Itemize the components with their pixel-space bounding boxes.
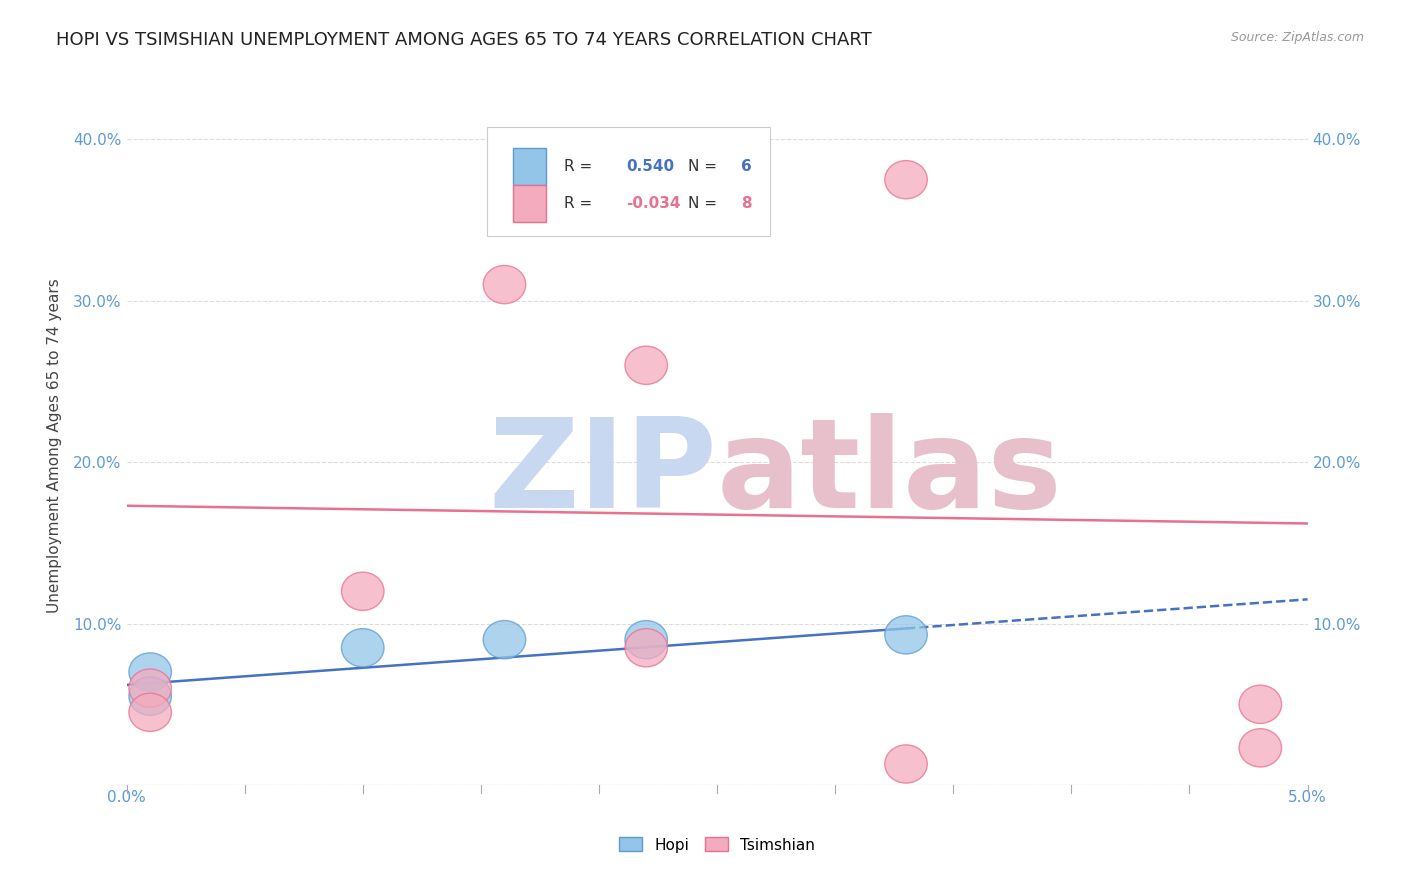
Text: N =: N =	[688, 159, 721, 174]
Text: Source: ZipAtlas.com: Source: ZipAtlas.com	[1230, 31, 1364, 45]
Ellipse shape	[342, 629, 384, 667]
Ellipse shape	[129, 693, 172, 731]
FancyBboxPatch shape	[486, 128, 770, 235]
Ellipse shape	[342, 572, 384, 610]
Ellipse shape	[484, 621, 526, 659]
FancyBboxPatch shape	[513, 185, 546, 222]
Text: R =: R =	[564, 159, 596, 174]
Ellipse shape	[884, 161, 928, 199]
Y-axis label: Unemployment Among Ages 65 to 74 years: Unemployment Among Ages 65 to 74 years	[46, 278, 62, 614]
Text: -0.034: -0.034	[626, 196, 681, 211]
Ellipse shape	[1239, 685, 1282, 723]
Ellipse shape	[484, 266, 526, 303]
Ellipse shape	[624, 621, 668, 659]
Text: R =: R =	[564, 196, 596, 211]
Ellipse shape	[884, 745, 928, 783]
Ellipse shape	[1239, 729, 1282, 767]
Text: 8: 8	[741, 196, 751, 211]
Text: N =: N =	[688, 196, 721, 211]
Ellipse shape	[129, 653, 172, 691]
Ellipse shape	[624, 629, 668, 667]
Ellipse shape	[624, 346, 668, 384]
Text: atlas: atlas	[717, 413, 1063, 533]
Text: 0.540: 0.540	[626, 159, 675, 174]
Ellipse shape	[884, 615, 928, 654]
FancyBboxPatch shape	[513, 148, 546, 185]
Text: ZIP: ZIP	[488, 413, 717, 533]
Text: 6: 6	[741, 159, 751, 174]
Text: HOPI VS TSIMSHIAN UNEMPLOYMENT AMONG AGES 65 TO 74 YEARS CORRELATION CHART: HOPI VS TSIMSHIAN UNEMPLOYMENT AMONG AGE…	[56, 31, 872, 49]
Legend: Hopi, Tsimshian: Hopi, Tsimshian	[613, 831, 821, 859]
Ellipse shape	[129, 669, 172, 707]
Ellipse shape	[129, 677, 172, 715]
